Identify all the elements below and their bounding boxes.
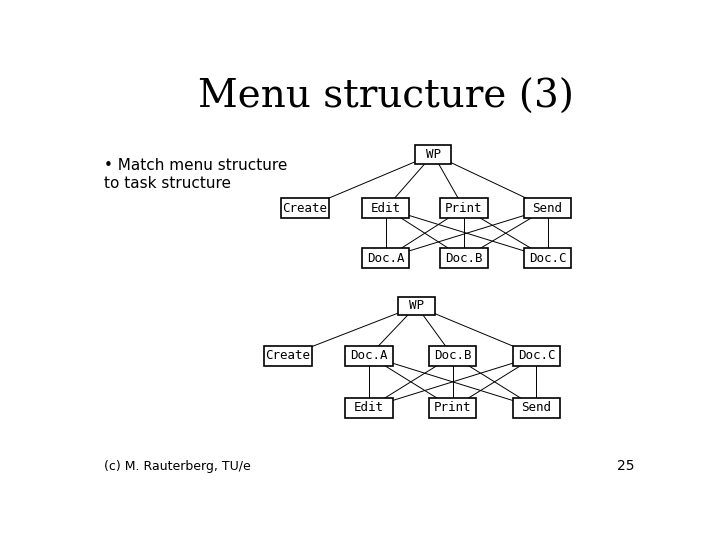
Text: Doc.B: Doc.B: [445, 252, 482, 265]
Text: Doc.C: Doc.C: [528, 252, 567, 265]
Text: Print: Print: [434, 401, 472, 414]
Text: Send: Send: [533, 202, 562, 215]
Text: Doc.C: Doc.C: [518, 349, 555, 362]
Text: • Match menu structure
to task structure: • Match menu structure to task structure: [104, 158, 287, 191]
Text: WP: WP: [426, 148, 441, 161]
FancyBboxPatch shape: [440, 248, 487, 268]
Text: Doc.B: Doc.B: [434, 349, 472, 362]
FancyBboxPatch shape: [398, 296, 435, 315]
Text: Menu structure (3): Menu structure (3): [198, 79, 574, 116]
FancyBboxPatch shape: [346, 346, 392, 366]
FancyBboxPatch shape: [362, 198, 410, 218]
Text: Create: Create: [282, 202, 328, 215]
FancyBboxPatch shape: [362, 248, 410, 268]
Text: (c) M. Rauterberg, TU/e: (c) M. Rauterberg, TU/e: [104, 460, 251, 473]
Text: Doc.A: Doc.A: [367, 252, 405, 265]
Text: 25: 25: [616, 459, 634, 473]
Text: Edit: Edit: [354, 401, 384, 414]
FancyBboxPatch shape: [346, 398, 392, 418]
Text: Print: Print: [445, 202, 482, 215]
FancyBboxPatch shape: [415, 145, 451, 164]
FancyBboxPatch shape: [429, 346, 477, 366]
FancyBboxPatch shape: [524, 248, 571, 268]
FancyBboxPatch shape: [440, 198, 487, 218]
FancyBboxPatch shape: [264, 346, 312, 366]
Text: Create: Create: [266, 349, 310, 362]
Text: Doc.A: Doc.A: [350, 349, 388, 362]
Text: Send: Send: [521, 401, 552, 414]
FancyBboxPatch shape: [513, 398, 560, 418]
Text: Edit: Edit: [371, 202, 401, 215]
FancyBboxPatch shape: [524, 198, 571, 218]
FancyBboxPatch shape: [429, 398, 477, 418]
Text: WP: WP: [409, 300, 424, 313]
FancyBboxPatch shape: [281, 198, 328, 218]
FancyBboxPatch shape: [513, 346, 560, 366]
